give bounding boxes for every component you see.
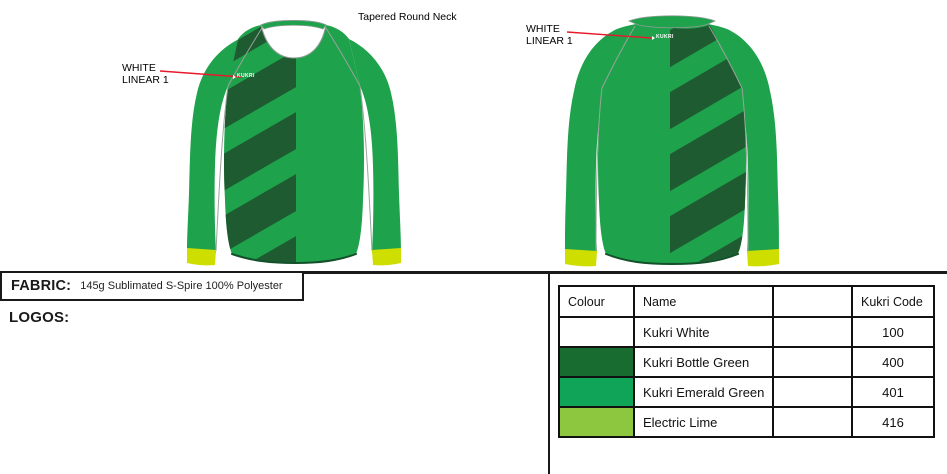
kukri-logo-back-text: KUKRI (656, 34, 674, 40)
jersey-artwork (159, 15, 779, 267)
fabric-label: FABRIC: (11, 278, 72, 294)
blank-cell (772, 346, 853, 378)
back-jersey (565, 15, 779, 267)
colour-name: Kukri Bottle Green (633, 346, 774, 378)
front-logo-annotation: WHITE LINEAR 1 (122, 62, 169, 86)
colour-table-header-row: Colour Name Kukri Code (558, 285, 935, 318)
kukri-logo-back: KUKRI (652, 35, 674, 40)
front-jersey (187, 20, 401, 266)
back-logo-annotation: WHITE LINEAR 1 (526, 23, 573, 47)
kukri-logo-front: KUKRI (233, 74, 255, 79)
front-sleeve-seam-right (359, 85, 373, 252)
colour-code: 416 (851, 406, 935, 438)
colour-swatch (558, 406, 635, 438)
table-row: Kukri Bottle Green 400 (558, 346, 935, 378)
colour-swatch (558, 316, 635, 348)
front-raglan-seam-left (227, 27, 263, 87)
colour-name: Kukri Emerald Green (633, 376, 774, 408)
back-raglan-seam-right (708, 25, 743, 89)
front-logo-annotation-line2: LINEAR 1 (122, 73, 169, 86)
back-hem-edge (605, 253, 739, 266)
back-logo-annotation-line1: WHITE (526, 23, 560, 35)
colour-name: Electric Lime (633, 406, 774, 438)
colour-code: 100 (851, 316, 935, 348)
colour-name: Kukri White (633, 316, 774, 348)
colour-code: 401 (851, 376, 935, 408)
logos-label: LOGOS: (9, 309, 70, 326)
back-right-cuff (747, 249, 779, 267)
vertical-divider (548, 271, 550, 474)
colour-swatch (558, 376, 635, 408)
back-right-sleeve (731, 31, 779, 253)
kukri-knife-icon (233, 74, 236, 79)
front-left-cuff (187, 248, 216, 266)
table-row: Kukri Emerald Green 401 (558, 376, 935, 408)
blank-cell (772, 376, 853, 408)
back-logo-annotation-line2: LINEAR 1 (526, 34, 573, 47)
blank-cell (772, 406, 853, 438)
header-colour: Colour (558, 285, 635, 318)
kukri-knife-icon (652, 35, 655, 40)
front-logo-annotation-line1: WHITE (122, 62, 156, 74)
header-name: Name (633, 285, 774, 318)
front-sleeve-seam-left (215, 85, 229, 252)
header-kukri-code: Kukri Code (851, 285, 935, 318)
horizontal-divider (0, 271, 947, 274)
blank-cell (772, 316, 853, 348)
front-right-sleeve (349, 39, 401, 253)
back-sleeve-seam-left (595, 87, 603, 252)
colour-table: Colour Name Kukri Code Kukri White 100 K… (558, 285, 935, 438)
table-row: Kukri White 100 (558, 316, 935, 348)
back-raglan-seam-left (601, 25, 636, 89)
colour-code: 400 (851, 346, 935, 378)
back-collar (627, 15, 717, 29)
table-row: Electric Lime 416 (558, 406, 935, 438)
front-right-cuff (372, 248, 401, 266)
front-stripes (224, 26, 296, 263)
fabric-value: 145g Sublimated S-Spire 100% Polyester (80, 280, 283, 292)
front-collar-band (260, 20, 327, 30)
back-left-sleeve (565, 31, 613, 253)
neck-annotation: Tapered Round Neck (358, 11, 457, 23)
front-left-sleeve (187, 39, 239, 253)
back-sleeve-seam-right (741, 87, 749, 252)
fabric-box: FABRIC: 145g Sublimated S-Spire 100% Pol… (0, 271, 304, 301)
back-stripes (670, 25, 746, 263)
back-left-cuff (565, 249, 597, 267)
front-annotation-line (159, 70, 243, 78)
header-blank (772, 285, 853, 318)
back-annotation-line (566, 31, 652, 39)
front-hem-edge (231, 253, 357, 265)
kukri-logo-front-text: KUKRI (237, 73, 255, 79)
colour-swatch (558, 346, 635, 378)
front-raglan-seam-right (325, 27, 361, 87)
